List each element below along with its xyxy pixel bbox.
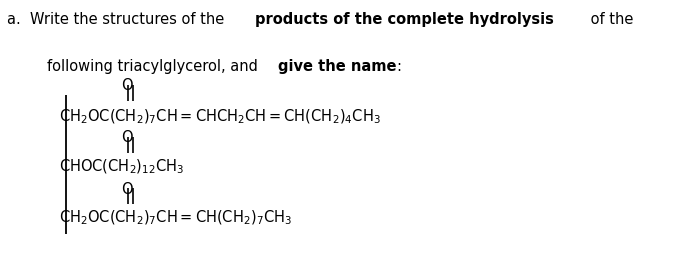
Text: give the name: give the name <box>278 59 396 74</box>
Text: O: O <box>121 182 133 197</box>
Text: O: O <box>121 130 133 146</box>
Text: a.  Write the structures of the: a. Write the structures of the <box>7 12 229 27</box>
Text: following triacylglycerol, and: following triacylglycerol, and <box>47 59 263 74</box>
Text: O: O <box>121 78 133 93</box>
Text: $\mathsf{CH_2OC(CH_2)_7CH{=}CH(CH_2)_7CH_3}$: $\mathsf{CH_2OC(CH_2)_7CH{=}CH(CH_2)_7CH… <box>59 208 292 227</box>
Text: $\mathsf{CH_2OC(CH_2)_7CH{=}CHCH_2CH{=}CH(CH_2)_4CH_3}$: $\mathsf{CH_2OC(CH_2)_7CH{=}CHCH_2CH{=}C… <box>59 108 381 126</box>
Text: :: : <box>396 59 401 74</box>
Text: of the: of the <box>586 12 634 27</box>
Text: products of the complete hydrolysis: products of the complete hydrolysis <box>255 12 555 27</box>
Text: $\mathsf{CHOC(CH_2)_{12}CH_3}$: $\mathsf{CHOC(CH_2)_{12}CH_3}$ <box>59 157 185 176</box>
